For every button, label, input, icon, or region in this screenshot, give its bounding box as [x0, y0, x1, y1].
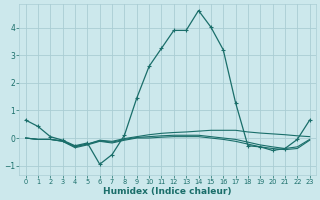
X-axis label: Humidex (Indice chaleur): Humidex (Indice chaleur)	[103, 187, 232, 196]
